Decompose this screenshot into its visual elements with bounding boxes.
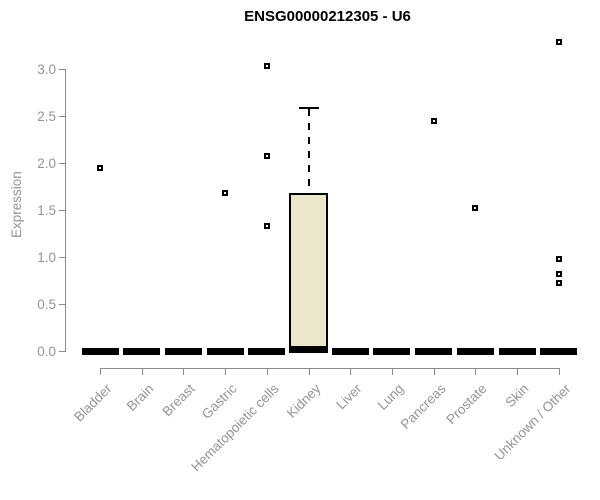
boxplot-flat-bar-bladder — [81, 348, 119, 355]
x-axis-tick — [558, 368, 560, 375]
y-axis-tick — [59, 304, 65, 305]
outlier-point-gastric — [222, 190, 229, 197]
x-category-label-skin: Skin — [502, 381, 532, 411]
y-axis-line — [65, 69, 66, 352]
boxplot-flat-bar-gastric — [206, 348, 244, 355]
boxplot-flat-bar-liver — [331, 348, 369, 355]
outlier-point-pancreas — [430, 117, 437, 124]
x-category-label-gastric: Gastric — [198, 381, 240, 422]
boxplot-flat-bar-pancreas — [415, 348, 453, 355]
x-axis-tick — [391, 368, 393, 375]
boxplot-median-kidney — [289, 346, 328, 354]
x-category-label-kidney: Kidney — [283, 381, 324, 421]
outlier-point-unknown-other — [555, 255, 562, 262]
boxplot-flat-bar-hematopoietic-cells — [248, 348, 286, 355]
chart-title: ENSG00000212305 - U6 — [244, 8, 411, 25]
y-tick-label: 1.5 — [37, 203, 56, 218]
y-tick-label: 1.0 — [37, 250, 56, 265]
outlier-point-hematopoietic-cells — [263, 222, 270, 229]
x-axis-tick — [183, 368, 185, 375]
y-axis-tick — [59, 69, 65, 70]
x-axis-tick — [225, 368, 227, 375]
x-category-label-prostate: Prostate — [443, 381, 490, 428]
boxplot-flat-bar-unknown-other — [540, 348, 578, 355]
x-category-label-lung: Lung — [374, 381, 407, 413]
x-category-label-pancreas: Pancreas — [397, 381, 449, 432]
y-axis-tick — [59, 351, 65, 352]
x-axis-tick — [141, 368, 143, 375]
outlier-point-prostate — [472, 205, 479, 212]
boxplot-whisker-cap-kidney — [298, 106, 319, 109]
x-axis-tick — [266, 368, 268, 375]
boxplot-box-kidney — [289, 193, 328, 351]
outlier-point-hematopoietic-cells — [263, 63, 270, 70]
y-axis-tick — [59, 257, 65, 258]
boxplot-flat-bar-brain — [123, 348, 161, 355]
x-axis-tick — [517, 368, 518, 375]
x-axis-tick — [433, 368, 435, 375]
x-category-label-liver: Liver — [333, 381, 365, 413]
outlier-point-unknown-other — [555, 38, 562, 45]
boxplot-flat-bar-skin — [498, 348, 536, 355]
boxplot-flat-bar-prostate — [456, 348, 494, 355]
outlier-point-bladder — [97, 164, 103, 171]
x-axis-tick — [350, 368, 352, 375]
x-axis-tick — [308, 368, 310, 375]
x-category-label-breast: Breast — [159, 381, 198, 420]
outlier-point-unknown-other — [555, 280, 562, 287]
y-axis-tick — [59, 163, 65, 164]
x-category-label-unknown-other: Unknown / Other — [491, 381, 574, 464]
boxplot-whisker-kidney — [307, 108, 310, 194]
y-tick-label: 2.0 — [37, 156, 56, 171]
x-axis-line — [100, 368, 560, 369]
x-category-label-bladder: Bladder — [71, 381, 115, 425]
y-tick-label: 0.5 — [37, 297, 56, 312]
outlier-point-unknown-other — [555, 270, 562, 277]
x-category-label-brain: Brain — [123, 381, 157, 414]
y-tick-label: 2.5 — [37, 109, 56, 124]
boxplot-flat-bar-breast — [164, 348, 202, 355]
boxplot-flat-bar-lung — [373, 348, 411, 355]
x-axis-tick — [100, 368, 101, 375]
y-axis-tick — [59, 116, 65, 117]
outlier-point-hematopoietic-cells — [263, 153, 270, 160]
y-tick-label: 3.0 — [37, 62, 56, 77]
y-axis-tick — [59, 210, 65, 211]
y-tick-label: 0.0 — [37, 344, 56, 359]
x-axis-tick — [475, 368, 477, 375]
